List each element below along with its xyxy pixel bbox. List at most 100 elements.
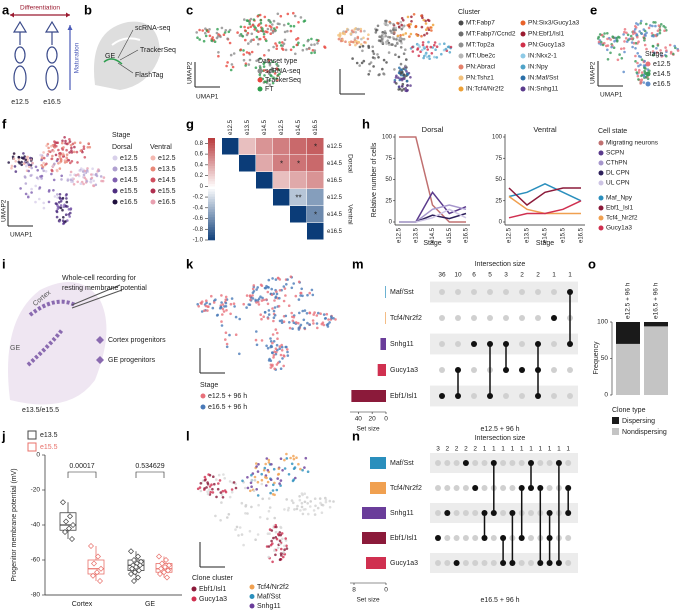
panel-letter: j: [1, 428, 6, 443]
intersection-size: 1: [552, 272, 556, 279]
umap-point: [405, 58, 408, 61]
umap-point: [51, 169, 54, 173]
umap-point: [428, 57, 431, 60]
heatmap-cell: [273, 172, 290, 189]
umap-point: [303, 309, 307, 312]
data-point: [88, 543, 94, 549]
legend-label: e14.5: [158, 177, 176, 184]
umap-point: [76, 180, 79, 184]
umap-point: [275, 343, 279, 347]
set-size-bar: [370, 482, 386, 494]
umap-point: [397, 25, 401, 29]
legend-label: MT:Top2a: [466, 42, 495, 49]
umap-point: [642, 36, 646, 40]
umap-point: [215, 478, 218, 481]
legend-label: e12.5: [158, 155, 176, 162]
legend-swatch: [112, 188, 118, 194]
umap-point: [425, 45, 429, 49]
umap-point: [210, 294, 213, 298]
umap-point: [294, 476, 297, 480]
member-dot: [546, 535, 553, 541]
umap-point: [417, 54, 421, 58]
umap-point: [253, 479, 257, 482]
umap-point: [292, 321, 296, 325]
member-dot: [567, 341, 573, 347]
umap-point: [229, 302, 233, 306]
umap-point: [205, 301, 208, 305]
umap-point: [265, 457, 269, 460]
colorbar-step: [208, 183, 215, 187]
umap-point: [208, 28, 211, 31]
member-dot: [555, 560, 562, 566]
umap-point: [245, 294, 249, 297]
umap-point: [290, 286, 294, 290]
umap-point: [638, 68, 641, 72]
member-dot: [518, 535, 525, 541]
umap-point: [260, 482, 264, 486]
umap-point: [634, 41, 638, 45]
colorbar-step: [208, 181, 215, 185]
umap-point: [217, 482, 220, 485]
legend-label: e16.5 + 96 h: [208, 404, 247, 411]
umap-point: [275, 488, 279, 492]
umap-point: [273, 306, 277, 309]
colorbar-step: [208, 186, 215, 190]
axis-label: UMAP2: [1, 199, 8, 222]
data-point: [161, 569, 167, 576]
umap-point: [359, 27, 363, 31]
umap-point: [211, 306, 215, 310]
umap-point: [271, 31, 275, 34]
colorbar-step: [208, 150, 215, 154]
data-point: [162, 564, 168, 570]
umap-point: [274, 42, 277, 45]
umap-point: [72, 150, 76, 154]
umap-point: [300, 505, 304, 509]
umap-point: [256, 299, 260, 302]
umap-point: [242, 543, 245, 547]
matrix-dot: [435, 460, 441, 466]
umap-point: [399, 20, 403, 24]
umap-point: [238, 526, 242, 529]
umap-point: [374, 31, 378, 34]
umap-point: [255, 288, 258, 291]
umap-point: [282, 23, 286, 27]
member-dot: [500, 560, 507, 566]
umap-point: [45, 144, 48, 148]
umap-point: [405, 79, 409, 83]
y-tick-label: 100: [492, 135, 503, 141]
axis-label: UMAP1: [600, 92, 623, 99]
umap-point: [299, 16, 303, 19]
umap-point: [241, 479, 244, 483]
intersection-size: 1: [520, 446, 524, 453]
umap-point: [307, 512, 310, 516]
umap-point: [69, 207, 73, 210]
umap-point: [82, 147, 86, 150]
umap-point: [387, 51, 391, 54]
umap-point: [275, 47, 279, 50]
umap-point: [21, 157, 25, 160]
umap-point: [30, 187, 33, 191]
umap-point: [267, 59, 271, 62]
data-point: [137, 562, 143, 569]
umap-point: [643, 59, 646, 63]
umap-point: [46, 154, 49, 157]
umap-point: [404, 64, 407, 68]
umap-point: [272, 483, 275, 487]
intersection-size: 5: [488, 272, 492, 279]
umap-point: [272, 356, 275, 359]
member-dot: [535, 393, 541, 399]
legend-label: FT: [265, 86, 274, 93]
umap-point: [29, 174, 33, 177]
umap-point: [421, 43, 425, 47]
umap-point: [289, 456, 292, 460]
umap-point: [401, 82, 405, 86]
umap-point: [250, 485, 253, 489]
umap-point: [66, 158, 70, 162]
umap-point: [396, 21, 399, 25]
umap-point: [229, 53, 233, 57]
umap-point: [305, 496, 309, 499]
umap-point: [284, 314, 288, 318]
umap-point: [285, 547, 289, 550]
umap-point: [645, 47, 648, 51]
umap-point: [261, 27, 264, 30]
